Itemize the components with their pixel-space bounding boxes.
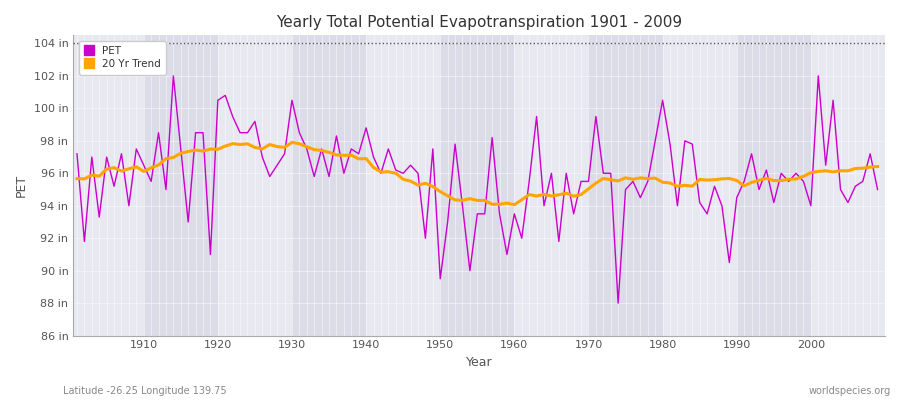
PET <box>346 146 356 151</box>
PET <box>509 212 520 216</box>
PET <box>872 187 883 192</box>
Bar <box>69 35 144 336</box>
20 Yr Trend <box>130 164 141 169</box>
20 Yr Trend <box>302 144 312 149</box>
PET <box>72 152 83 156</box>
Bar <box>366 35 440 336</box>
20 Yr Trend <box>524 192 535 197</box>
Bar <box>811 35 885 336</box>
20 Yr Trend <box>72 176 83 181</box>
Title: Yearly Total Potential Evapotranspiration 1901 - 2009: Yearly Total Potential Evapotranspiratio… <box>276 15 682 30</box>
20 Yr Trend <box>872 164 883 169</box>
Bar <box>218 35 292 336</box>
Line: 20 Yr Trend: 20 Yr Trend <box>77 142 878 205</box>
PET <box>302 146 312 151</box>
Bar <box>515 35 589 336</box>
PET <box>130 146 141 151</box>
PET <box>168 74 179 78</box>
X-axis label: Year: Year <box>466 356 492 369</box>
Bar <box>662 35 737 336</box>
PET <box>606 171 616 176</box>
20 Yr Trend <box>346 153 356 158</box>
PET <box>517 236 527 241</box>
PET <box>613 301 624 306</box>
20 Yr Trend <box>509 202 520 207</box>
Legend: PET, 20 Yr Trend: PET, 20 Yr Trend <box>78 40 166 74</box>
20 Yr Trend <box>286 140 297 145</box>
20 Yr Trend <box>613 178 624 183</box>
Y-axis label: PET: PET <box>15 174 28 197</box>
Text: worldspecies.org: worldspecies.org <box>809 386 891 396</box>
Text: Latitude -26.25 Longitude 139.75: Latitude -26.25 Longitude 139.75 <box>63 386 227 396</box>
20 Yr Trend <box>517 198 527 202</box>
Line: PET: PET <box>77 76 878 303</box>
